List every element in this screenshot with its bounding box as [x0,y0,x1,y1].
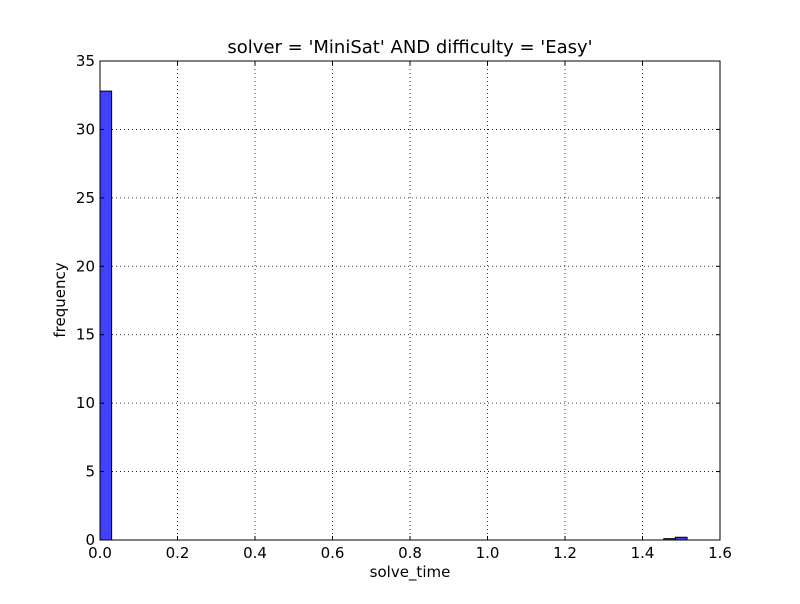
y-axis-label: frequency [51,262,69,337]
x-tick-label: 0.6 [321,544,345,562]
x-tick-labels: 0.0 0.2 0.4 0.6 0.8 1.0 1.2 1.4 1.6 [88,544,732,562]
gridlines [100,61,720,540]
x-tick-label: 1.6 [708,544,732,562]
y-tick-label: 30 [76,120,95,138]
y-tick-label: 0 [85,531,95,549]
x-tick-label: 1.4 [631,544,655,562]
x-tick-label: 0.0 [88,544,112,562]
plot-frame [99,60,721,541]
y-tick-label: 15 [76,326,95,344]
x-axis-label: solve_time [370,563,451,582]
y-tick-label: 5 [85,463,95,481]
x-tick-label: 1.2 [553,544,577,562]
chart-title: solver = 'MiniSat' AND difficulty = 'Eas… [227,37,592,58]
x-tick-label: 0.4 [243,544,267,562]
histogram-bar [99,90,113,541]
y-tick-label: 10 [76,394,95,412]
y-tick-label: 20 [76,257,95,275]
axis-ticks [99,60,721,541]
y-tick-labels: 0 5 10 15 20 25 30 35 [76,52,95,549]
y-tick-label: 25 [76,189,95,207]
y-tick-label: 35 [76,52,95,70]
x-tick-label: 1.0 [476,544,500,562]
histogram-bars [99,90,688,541]
x-tick-label: 0.8 [398,544,422,562]
x-tick-label: 0.2 [166,544,190,562]
